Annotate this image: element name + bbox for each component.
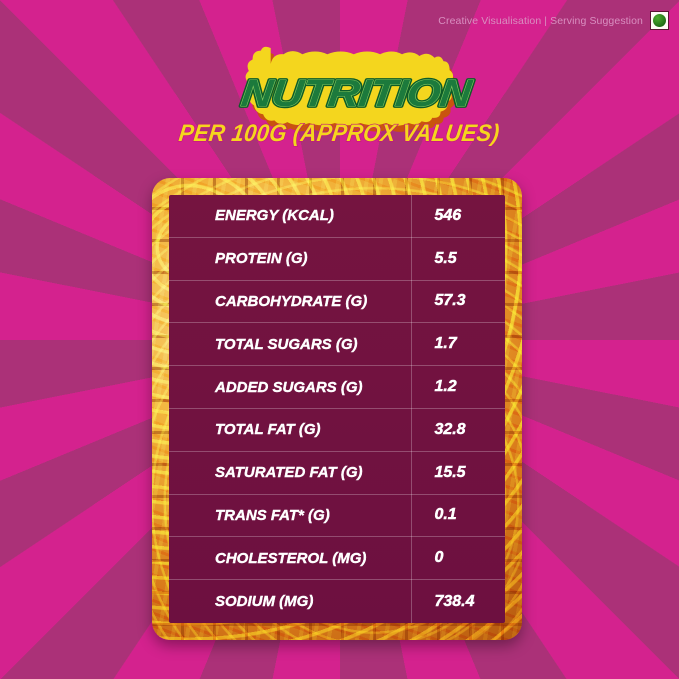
svg-text:NUTRITION: NUTRITION <box>239 72 475 115</box>
